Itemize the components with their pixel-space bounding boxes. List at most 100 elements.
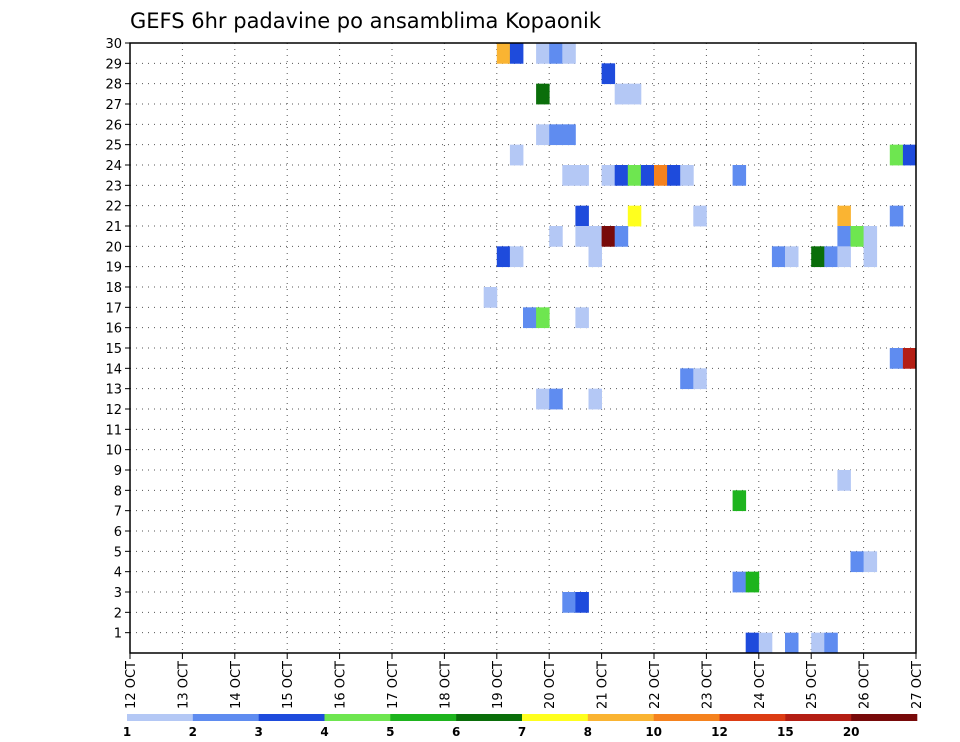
data-cell (588, 226, 602, 247)
data-cell (549, 43, 563, 64)
colorbar-swatch (456, 714, 523, 721)
y-tick-label: 15 (105, 342, 122, 357)
data-cell (588, 388, 602, 410)
data-cell (601, 165, 616, 186)
data-cell (745, 571, 760, 593)
y-tick-label: 20 (105, 240, 122, 255)
data-cell (536, 83, 550, 105)
y-tick-label: 22 (105, 200, 122, 215)
y-tick-label: 5 (114, 545, 122, 560)
y-tick-label: 12 (105, 403, 122, 418)
colorbar-swatch (785, 714, 852, 721)
data-cell (601, 63, 616, 85)
y-tick-label: 21 (105, 220, 122, 235)
data-cell (667, 165, 681, 186)
y-tick-label: 16 (105, 322, 122, 337)
data-cell (837, 226, 851, 247)
data-cell (654, 165, 668, 186)
data-cell (575, 165, 589, 186)
y-tick-label: 18 (105, 281, 122, 296)
data-cell (850, 226, 864, 247)
data-cell (811, 632, 825, 654)
y-tick-label: 29 (105, 57, 122, 72)
data-cell (785, 246, 799, 268)
chart-title: GEFS 6hr padavine po ansamblima Kopaonik (130, 9, 602, 33)
y-tick-label: 9 (114, 464, 122, 479)
colorbar-label: 7 (518, 725, 526, 739)
x-tick-label: 18 OCT (438, 661, 453, 709)
y-tick-label: 23 (105, 179, 122, 194)
x-tick-label: 13 OCT (176, 661, 191, 709)
data-cell (509, 144, 524, 166)
colorbar-swatch (653, 714, 720, 721)
y-tick-label: 25 (105, 139, 122, 154)
y-tick-label: 19 (105, 261, 122, 276)
data-cell (732, 490, 747, 512)
x-tick-label: 14 OCT (229, 661, 244, 709)
y-tick-label: 11 (105, 423, 122, 438)
x-tick-label: 21 OCT (596, 661, 611, 709)
data-cell (562, 592, 576, 613)
data-cell (693, 368, 707, 390)
colorbar-swatch (258, 714, 325, 721)
colorbar-label: 4 (320, 725, 328, 739)
y-tick-label: 6 (114, 525, 122, 540)
colorbar-label: 20 (843, 725, 860, 739)
data-cell (889, 348, 904, 369)
y-tick-label: 26 (105, 118, 122, 133)
colorbar-label: 1 (123, 725, 131, 739)
y-axis-ticks: 1234567891011121314151617181920212223242… (105, 37, 130, 642)
data-cell (496, 43, 511, 64)
colorbar-label: 6 (452, 725, 460, 739)
data-cell (575, 307, 589, 329)
data-cell (811, 246, 825, 268)
data-cell (549, 226, 563, 247)
data-cell (509, 246, 524, 268)
y-tick-label: 30 (105, 37, 122, 52)
x-tick-label: 27 OCT (910, 661, 925, 709)
plot-frame (129, 42, 917, 654)
y-tick-label: 24 (105, 159, 122, 174)
data-cell (614, 165, 629, 186)
colorbar-swatch (127, 714, 194, 721)
data-cell (824, 632, 838, 654)
x-tick-label: 20 OCT (543, 661, 558, 709)
data-cell (850, 551, 864, 573)
data-cell (902, 144, 917, 166)
y-tick-label: 28 (105, 78, 122, 93)
data-cell (562, 43, 576, 64)
data-cell (837, 205, 851, 227)
data-cell (837, 246, 851, 268)
data-cell (863, 246, 878, 268)
x-tick-label: 24 OCT (753, 661, 768, 709)
colorbar-swatch (192, 714, 259, 721)
data-cell (549, 388, 563, 410)
x-tick-label: 26 OCT (858, 661, 873, 709)
colorbar-swatch (390, 714, 457, 721)
colorbar-label: 10 (645, 725, 662, 739)
data-cell (627, 83, 642, 105)
colorbar-label: 15 (777, 725, 794, 739)
data-cell (745, 632, 760, 654)
data-cell (496, 246, 511, 268)
data-cell (614, 83, 629, 105)
data-cell (902, 348, 917, 369)
data-cell (588, 246, 602, 268)
x-tick-label: 16 OCT (334, 661, 349, 709)
data-cell (824, 246, 838, 268)
data-cell (889, 144, 904, 166)
data-cell (640, 165, 655, 186)
data-cell (732, 571, 747, 593)
y-tick-label: 27 (105, 98, 122, 113)
colorbar-label: 3 (254, 725, 262, 739)
colorbar-label: 8 (584, 725, 592, 739)
data-cell (680, 165, 694, 186)
x-tick-label: 15 OCT (281, 661, 296, 709)
y-tick-label: 10 (105, 444, 122, 459)
data-cell (732, 165, 747, 186)
x-tick-label: 22 OCT (648, 661, 663, 709)
y-tick-label: 14 (105, 362, 122, 377)
y-tick-label: 4 (114, 566, 122, 581)
x-tick-label: 12 OCT (124, 661, 139, 709)
